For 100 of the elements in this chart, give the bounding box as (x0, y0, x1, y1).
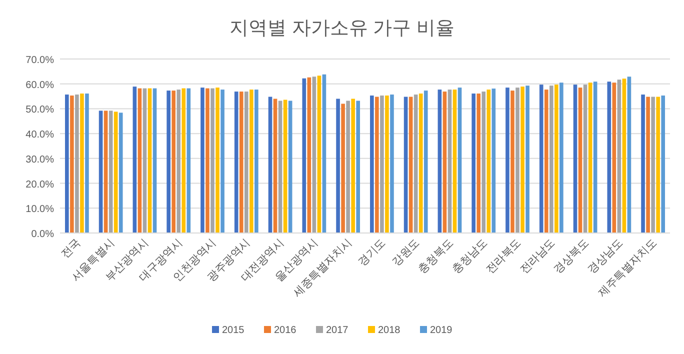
y-tick-label: 70.0% (26, 55, 54, 66)
bar (244, 92, 248, 233)
bar (544, 90, 548, 233)
bar (220, 90, 224, 233)
y-tick-label: 20.0% (26, 179, 54, 190)
bar (651, 96, 655, 233)
bar (302, 78, 306, 233)
bar (176, 90, 181, 233)
bar (114, 112, 118, 233)
legend-label: 2018 (378, 325, 401, 336)
bar (206, 88, 210, 233)
bar (418, 94, 423, 233)
bar (148, 88, 152, 233)
bar (278, 100, 282, 233)
bar (85, 94, 89, 233)
bar (607, 82, 612, 233)
bar (182, 88, 186, 233)
bar (583, 84, 588, 233)
bar (322, 74, 326, 233)
bar (118, 112, 123, 233)
bar (70, 96, 74, 233)
bar (307, 77, 312, 233)
bar (486, 90, 491, 233)
bar (239, 92, 244, 233)
y-tick-label: 0.0% (31, 229, 54, 240)
bar (288, 100, 292, 233)
legend-label: 2015 (222, 325, 245, 336)
bar (390, 94, 394, 233)
bar (573, 84, 578, 233)
bar (452, 90, 457, 233)
bar (641, 94, 645, 233)
bar (404, 96, 408, 233)
bar (283, 100, 288, 233)
bar (526, 86, 530, 233)
bar (492, 88, 496, 233)
bar (142, 88, 147, 233)
bar (186, 88, 191, 233)
bar (442, 92, 447, 233)
bar (166, 90, 170, 233)
legend-label: 2016 (274, 325, 297, 336)
bar (476, 94, 481, 233)
bar (588, 82, 592, 233)
bar (593, 82, 598, 233)
y-tick-label: 40.0% (26, 130, 54, 141)
bar (273, 98, 278, 233)
bar (312, 76, 316, 233)
bar (341, 104, 345, 233)
bar (346, 100, 350, 233)
bar (268, 96, 272, 233)
bar (356, 100, 360, 233)
bar (172, 90, 176, 233)
y-tick-label: 50.0% (26, 104, 54, 116)
bar (336, 98, 340, 233)
y-tick-label: 30.0% (26, 154, 54, 166)
bar (539, 84, 544, 233)
bar (516, 88, 520, 233)
bar (554, 84, 558, 233)
bar (152, 88, 157, 233)
bar (506, 88, 510, 233)
y-tick-label: 10.0% (26, 204, 54, 216)
bar (627, 76, 632, 233)
bar (448, 90, 452, 233)
bar (98, 110, 103, 233)
bar (200, 88, 204, 233)
chart-title: 지역별 자가소유 가구 비율 (230, 18, 454, 39)
bar (234, 92, 238, 233)
bar (578, 88, 582, 233)
bar (520, 86, 524, 233)
bar (622, 78, 626, 233)
bar (424, 90, 428, 233)
bar (385, 96, 389, 233)
y-tick-label: 60.0% (26, 80, 54, 91)
bar (317, 76, 322, 233)
legend-label: 2017 (326, 325, 349, 336)
bar (75, 94, 79, 233)
bar (661, 96, 665, 233)
bar (646, 96, 650, 233)
bar (138, 88, 142, 233)
bar (216, 88, 220, 233)
bar (458, 88, 462, 233)
bar (375, 96, 379, 233)
bar (617, 80, 622, 233)
bar (656, 96, 660, 233)
bar (510, 90, 514, 233)
bar (560, 82, 564, 233)
bar (549, 86, 554, 233)
bar (254, 90, 258, 233)
bar (472, 94, 476, 233)
bar (370, 96, 374, 233)
bar (65, 94, 69, 233)
bar (132, 86, 137, 233)
bar (438, 90, 442, 233)
bar (612, 82, 616, 233)
bar (80, 94, 84, 233)
bar (249, 90, 254, 233)
bar (210, 88, 214, 233)
bar (408, 96, 413, 233)
bar (380, 96, 384, 233)
bar (108, 110, 113, 233)
bar (482, 92, 486, 233)
